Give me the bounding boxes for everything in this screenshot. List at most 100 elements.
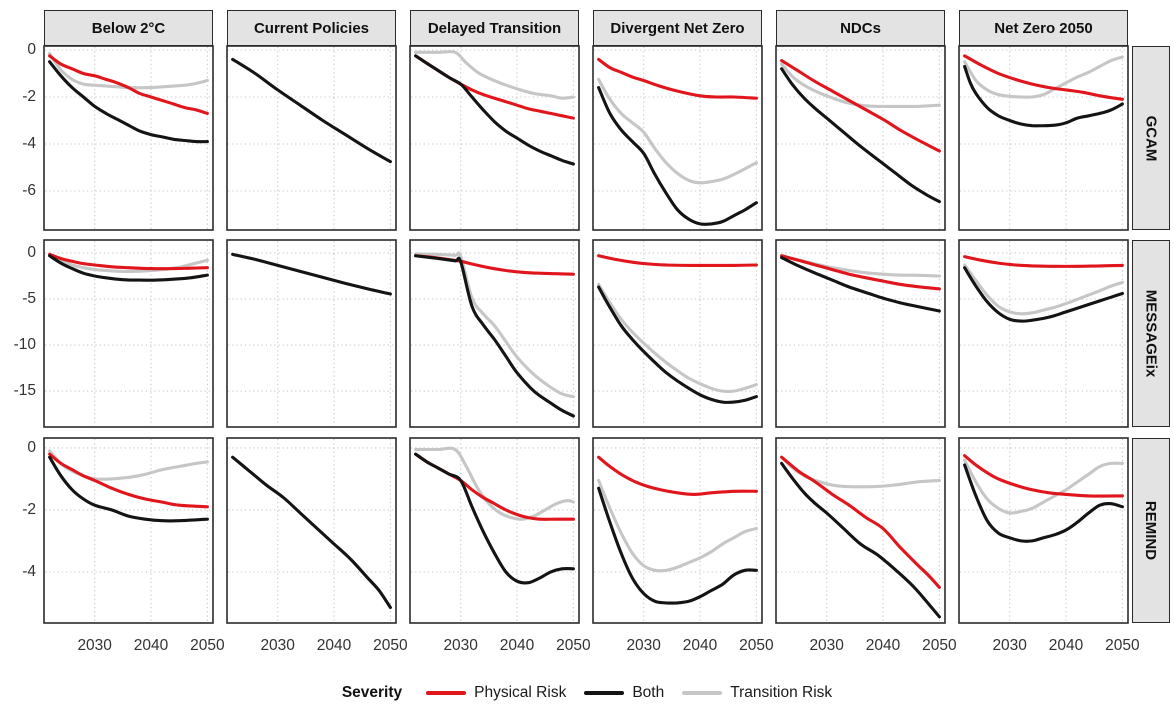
x-tick-label: 2040	[1048, 637, 1084, 654]
series-physical-line	[963, 454, 1124, 498]
series-transition-line	[780, 455, 941, 489]
panel-GCAM-c3	[592, 45, 763, 231]
panel-border	[958, 437, 1129, 624]
x-tick-label: 2030	[260, 637, 295, 654]
series-physical-line	[597, 254, 758, 267]
panel-REMIND-c5	[958, 437, 1129, 624]
legend-item-both: Both	[584, 684, 664, 702]
panel-border	[592, 239, 763, 428]
series-physical-line	[414, 54, 575, 120]
series-transition-line	[963, 263, 1124, 316]
series-physical-line	[597, 57, 758, 100]
x-tick-label: 2040	[316, 637, 352, 654]
panel-MESSAGEix-c5	[958, 239, 1129, 428]
x-tick-label: 2040	[682, 637, 718, 654]
x-tick-label: 2050	[373, 637, 408, 654]
legend-label: Both	[632, 684, 665, 701]
legend: Severity Physical Risk Both Transition Ris…	[0, 684, 1174, 702]
panel-GCAM-c0	[43, 45, 214, 231]
series-transition-line	[48, 449, 209, 481]
panel-border	[226, 437, 397, 624]
panel-REMIND-c4	[775, 437, 946, 624]
x-tick-label: 2050	[1105, 637, 1140, 654]
series-physical-line	[48, 252, 209, 271]
panel-border	[958, 45, 1129, 231]
panel-border	[43, 239, 214, 428]
series-physical-line	[963, 255, 1124, 268]
legend-swatch-both	[584, 691, 625, 695]
series-both-line	[414, 54, 575, 166]
legend-item-physical: Physical Risk	[426, 684, 566, 702]
panel-border	[592, 45, 763, 231]
series-both-line	[597, 486, 758, 605]
series-both-line	[963, 64, 1124, 128]
x-tick-label: 2030	[443, 637, 478, 654]
panel-MESSAGEix-c2	[409, 239, 580, 428]
legend-label: Physical Risk	[474, 684, 567, 701]
series-both-line	[48, 254, 209, 282]
panel-REMIND-c0	[43, 437, 214, 624]
panel-MESSAGEix-c4	[775, 239, 946, 428]
col-strip-2: Delayed Transition	[410, 10, 579, 46]
panel-border	[592, 437, 763, 624]
series-both-line	[231, 252, 392, 296]
x-tick-label: 2040	[133, 637, 169, 654]
row-strip-label: GCAM	[1142, 115, 1160, 161]
y-tick-label: -4	[22, 562, 36, 580]
series-transition-line	[780, 254, 941, 278]
y-tick-label: -6	[22, 182, 36, 199]
panel-border	[43, 45, 214, 231]
series-transition-line	[414, 50, 575, 100]
series-physical-line	[780, 455, 941, 589]
series-physical-line	[780, 254, 941, 291]
series-transition-line	[597, 282, 758, 394]
y-tick-label: -4	[22, 135, 36, 152]
row-strip-REMIND: REMIND	[1132, 438, 1170, 623]
col-strip-3: Divergent Net Zero	[593, 10, 762, 46]
y-tick-label: -2	[22, 88, 36, 105]
panel-GCAM-c5	[958, 45, 1129, 231]
col-strip-1: Current Policies	[227, 10, 396, 46]
panel-MESSAGEix-c3	[592, 239, 763, 428]
panel-border	[409, 437, 580, 624]
panel-REMIND-c2	[409, 437, 580, 624]
series-both-line	[963, 266, 1124, 323]
row-strip-MESSAGEix: MESSAGEix	[1132, 240, 1170, 427]
row-strip-GCAM: GCAM	[1132, 46, 1170, 230]
panel-REMIND-c1	[226, 437, 397, 624]
y-tick-label: 0	[27, 41, 36, 58]
legend-title: Severity	[341, 684, 403, 701]
y-tick-label: -15	[13, 382, 36, 400]
series-both-line	[780, 256, 941, 313]
panel-border	[958, 239, 1129, 428]
x-tick-label: 2040	[865, 637, 901, 654]
panel-GCAM-c1	[226, 45, 397, 231]
panel-GCAM-c4	[775, 45, 946, 231]
series-both-line	[414, 254, 575, 418]
x-tick-label: 2050	[190, 637, 225, 654]
panel-border	[226, 239, 397, 428]
series-physical-line	[780, 59, 941, 153]
series-transition-line	[963, 458, 1124, 515]
series-transition-line	[963, 55, 1124, 99]
col-strip-0: Below 2°C	[44, 10, 213, 46]
series-both-line	[414, 452, 575, 585]
legend-item-transition: Transition Risk	[682, 684, 832, 702]
series-transition-line	[597, 478, 758, 573]
x-tick-label: 2030	[992, 637, 1027, 654]
panel-border	[775, 45, 946, 231]
legend-items: Physical Risk Both Transition Risk	[426, 684, 832, 702]
y-tick-label: -5	[22, 290, 36, 307]
series-physical-line	[597, 455, 758, 496]
y-tick-label: 0	[27, 438, 36, 456]
series-both-line	[48, 455, 209, 523]
legend-swatch-physical	[426, 691, 467, 695]
x-tick-label: 2030	[77, 637, 112, 654]
legend-label: Transition Risk	[730, 684, 833, 701]
x-tick-label: 2050	[556, 637, 591, 654]
y-tick-label: 0	[27, 244, 36, 261]
series-transition-line	[597, 77, 758, 185]
series-both-line	[963, 463, 1124, 543]
series-both-line	[597, 285, 758, 404]
series-both-line	[597, 86, 758, 226]
